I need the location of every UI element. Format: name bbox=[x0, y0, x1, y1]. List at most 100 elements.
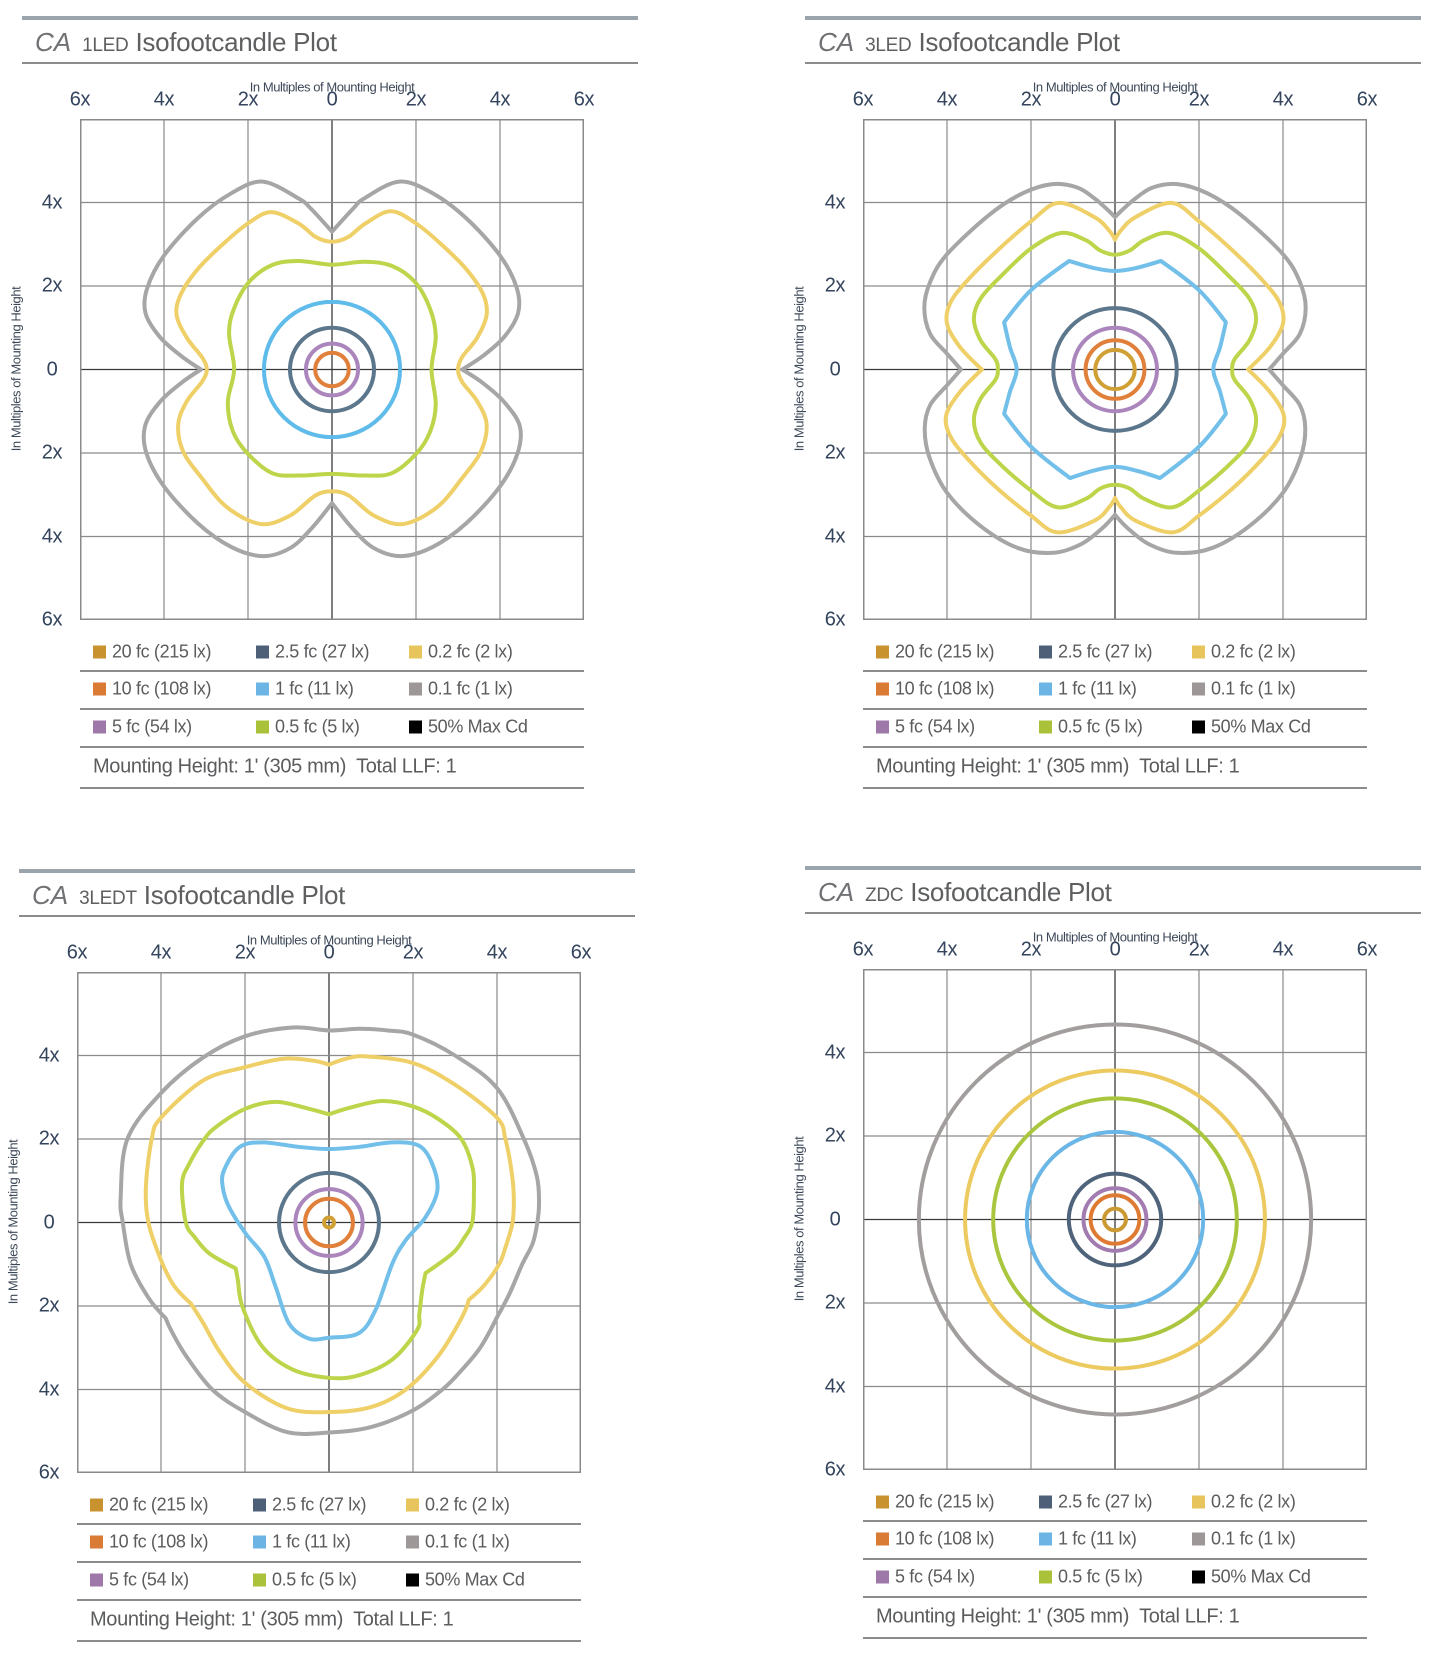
y-tick-label: 4x bbox=[38, 1378, 60, 1400]
legend-label: 50% Max Cd bbox=[1211, 716, 1311, 737]
contour-10fc bbox=[303, 1196, 355, 1249]
contour-0-5fc bbox=[991, 1096, 1239, 1343]
legend-swatch bbox=[1192, 645, 1205, 659]
legend-item: 50% Max Cd bbox=[1192, 1567, 1311, 1588]
legend-item: 10 fc (108 lx) bbox=[90, 1532, 209, 1553]
x-tick-label: 6x bbox=[570, 941, 592, 964]
legend-label: 10 fc (108 lx) bbox=[895, 1528, 995, 1549]
legend-label: 20 fc (215 lx) bbox=[895, 641, 995, 662]
legend-label: 1 fc (11 lx) bbox=[275, 678, 354, 699]
x-axis-title: In Multiples of Mounting Height bbox=[1032, 929, 1198, 945]
legend-divider bbox=[863, 746, 1367, 748]
title-main: Isofootcandle Plot bbox=[143, 880, 346, 910]
contour-2-5fc bbox=[288, 325, 376, 414]
x-tick-label: 4x bbox=[1272, 938, 1294, 961]
contour-0-2fc bbox=[943, 200, 1287, 535]
x-tick-label: 4x bbox=[489, 88, 511, 111]
legend-label: 0.1 fc (1 lx) bbox=[1211, 678, 1296, 699]
x-tick-label: 4x bbox=[486, 941, 508, 964]
x-tick-label: 2x bbox=[1020, 88, 1042, 111]
contour-5fc bbox=[303, 341, 361, 398]
legend-item: 5 fc (54 lx) bbox=[93, 717, 192, 738]
legend-swatch bbox=[1192, 682, 1205, 696]
x-tick-label: 6x bbox=[69, 88, 91, 111]
legend-divider bbox=[80, 746, 584, 748]
title-model: ZDC bbox=[865, 885, 904, 906]
mounting-height-note: Mounting Height: 1' (305 mm) Total LLF: … bbox=[876, 755, 1240, 778]
legend-label: 2.5 fc (27 lx) bbox=[275, 641, 370, 662]
legend-label: 0.2 fc (2 lx) bbox=[1211, 1491, 1296, 1512]
title-rule bbox=[805, 866, 1421, 870]
legend-divider bbox=[77, 1523, 581, 1525]
legend-divider bbox=[77, 1640, 581, 1642]
legend-swatch bbox=[90, 1573, 103, 1587]
y-tick-label: 4x bbox=[41, 191, 63, 213]
plot-border bbox=[77, 972, 581, 1473]
legend-item: 0.5 fc (5 lx) bbox=[253, 1570, 357, 1591]
chart-title: CA 3LEDT Isofootcandle Plot bbox=[32, 880, 345, 914]
legend-swatch bbox=[876, 720, 889, 734]
legend-item: 20 fc (215 lx) bbox=[876, 1491, 995, 1513]
legend-divider bbox=[863, 1558, 1367, 1560]
title-main: Isofootcandle Plot bbox=[910, 877, 1112, 907]
legend-item: 1 fc (11 lx) bbox=[1039, 1529, 1137, 1550]
contour-2-5fc bbox=[277, 1170, 381, 1275]
y-tick-label: 0 bbox=[829, 358, 841, 380]
title-main: Isofootcandle Plot bbox=[918, 27, 1120, 57]
title-prefix: CA bbox=[32, 880, 69, 910]
y-tick-label: 2x bbox=[824, 441, 846, 464]
isofootcandle-panel-3led: CA 3LED Isofootcandle Plot In Multiples of … bbox=[792, 16, 1425, 806]
legend-divider bbox=[80, 670, 584, 672]
legend-divider bbox=[77, 1561, 581, 1563]
x-tick-label: 0 bbox=[1109, 938, 1121, 961]
contour-0-5fc bbox=[225, 258, 438, 478]
legend-label: 1 fc (11 lx) bbox=[1058, 678, 1137, 699]
y-tick-label: 0 bbox=[43, 1211, 55, 1233]
legend-item: 10 fc (108 lx) bbox=[876, 678, 995, 700]
legend-swatch bbox=[93, 720, 106, 734]
legend-item: 5 fc (54 lx) bbox=[876, 1567, 975, 1588]
x-tick-label: 2x bbox=[1020, 938, 1042, 961]
contour-20fc bbox=[321, 1215, 337, 1230]
legend-swatch bbox=[93, 682, 106, 696]
y-axis-title: In Multiples of Mounting Height bbox=[8, 286, 24, 452]
legend-swatch bbox=[406, 1573, 419, 1587]
legend-item: 2.5 fc (27 lx) bbox=[1039, 642, 1152, 663]
contour-10fc bbox=[1088, 1193, 1142, 1246]
title-model: 1LED bbox=[82, 35, 129, 56]
isofootcandle-panel-1led: CA 1LED Isofootcandle Plot In Multiples of … bbox=[9, 16, 642, 806]
legend-label: 0.2 fc (2 lx) bbox=[425, 1494, 510, 1515]
legend-label: 50% Max Cd bbox=[428, 716, 528, 737]
legend-swatch bbox=[1039, 682, 1052, 696]
y-tick-label: 2x bbox=[824, 1124, 846, 1147]
legend-divider bbox=[863, 708, 1367, 710]
legend-item: 0.1 fc (1 lx) bbox=[409, 678, 513, 700]
legend-swatch bbox=[256, 645, 269, 659]
legend-label: 20 fc (215 lx) bbox=[895, 1491, 995, 1512]
legend-item: 5 fc (54 lx) bbox=[876, 717, 975, 738]
isofootcandle-panel-zdc: CA ZDC Isofootcandle Plot In Multiples of M… bbox=[792, 866, 1425, 1656]
contour-1fc bbox=[1024, 1129, 1206, 1310]
legend-item: 0.2 fc (2 lx) bbox=[409, 642, 513, 663]
legend-swatch bbox=[90, 1535, 103, 1549]
legend-label: 10 fc (108 lx) bbox=[895, 678, 995, 699]
legend-divider bbox=[863, 1637, 1367, 1639]
legend-label: 0.1 fc (1 lx) bbox=[428, 678, 513, 699]
legend-label: 0.1 fc (1 lx) bbox=[1211, 1528, 1296, 1549]
legend-label: 0.2 fc (2 lx) bbox=[1211, 641, 1296, 662]
legend-item: 20 fc (215 lx) bbox=[93, 642, 212, 663]
plot-border bbox=[863, 119, 1367, 620]
legend-swatch bbox=[1039, 720, 1052, 734]
contour-0-5fc bbox=[179, 1099, 477, 1381]
legend-item: 0.5 fc (5 lx) bbox=[256, 717, 360, 738]
mounting-height-note: Mounting Height: 1' (305 mm) Total LLF: … bbox=[93, 755, 457, 778]
title-rule bbox=[22, 16, 638, 20]
x-axis-title: In Multiples of Mounting Height bbox=[246, 932, 412, 948]
title-model: 3LED bbox=[865, 35, 912, 56]
legend-label: 0.5 fc (5 lx) bbox=[1058, 1566, 1143, 1587]
legend-label: 5 fc (54 lx) bbox=[112, 716, 192, 737]
legend-item: 1 fc (11 lx) bbox=[1039, 679, 1137, 700]
legend-item: 2.5 fc (27 lx) bbox=[256, 642, 369, 663]
contour-0-2fc bbox=[963, 1068, 1267, 1371]
x-tick-label: 2x bbox=[234, 941, 256, 964]
